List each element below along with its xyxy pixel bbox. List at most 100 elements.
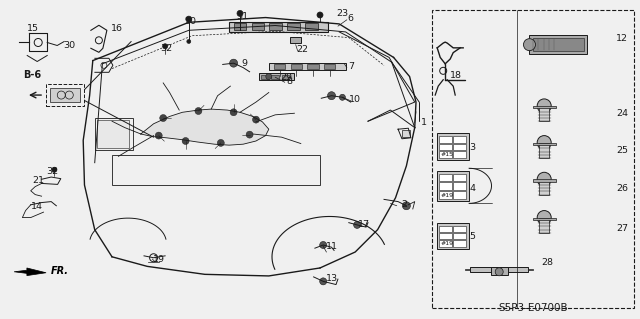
Text: 18: 18 bbox=[450, 71, 461, 80]
Text: 19: 19 bbox=[153, 256, 164, 264]
Bar bbox=[229, 22, 328, 32]
Text: 30: 30 bbox=[63, 41, 75, 50]
Circle shape bbox=[230, 109, 237, 116]
Circle shape bbox=[537, 211, 551, 225]
Text: 8: 8 bbox=[286, 77, 292, 86]
Bar bbox=[539, 143, 549, 158]
Bar bbox=[307, 64, 319, 69]
Bar bbox=[439, 182, 452, 190]
Text: 22: 22 bbox=[296, 45, 308, 54]
Text: 29: 29 bbox=[281, 73, 292, 82]
Bar bbox=[437, 171, 469, 201]
Bar bbox=[287, 23, 300, 30]
Bar bbox=[291, 64, 302, 69]
Bar bbox=[271, 75, 279, 79]
Bar bbox=[50, 88, 81, 102]
Bar bbox=[528, 269, 533, 270]
Bar bbox=[439, 144, 452, 150]
Text: 3: 3 bbox=[469, 143, 476, 152]
Bar bbox=[269, 63, 346, 70]
Text: 2: 2 bbox=[401, 200, 408, 209]
Bar bbox=[112, 155, 320, 185]
Bar bbox=[539, 107, 549, 121]
Text: #15: #15 bbox=[440, 152, 453, 157]
Circle shape bbox=[253, 116, 259, 123]
Bar bbox=[274, 64, 285, 69]
Circle shape bbox=[230, 59, 237, 67]
Bar bbox=[290, 37, 301, 43]
Text: 23: 23 bbox=[337, 9, 348, 18]
Text: 32: 32 bbox=[47, 167, 58, 176]
Text: 21: 21 bbox=[33, 176, 44, 185]
Circle shape bbox=[187, 40, 191, 43]
Polygon shape bbox=[14, 268, 46, 276]
Circle shape bbox=[246, 131, 253, 138]
Text: 13: 13 bbox=[326, 274, 337, 283]
Bar bbox=[97, 120, 129, 148]
Bar bbox=[439, 191, 452, 199]
Bar bbox=[305, 23, 318, 30]
Bar bbox=[465, 269, 470, 270]
Text: 26: 26 bbox=[616, 184, 628, 193]
Circle shape bbox=[537, 136, 551, 150]
Bar bbox=[453, 174, 466, 182]
Circle shape bbox=[160, 115, 166, 122]
Bar bbox=[453, 151, 466, 158]
Bar bbox=[439, 136, 452, 143]
Text: #19: #19 bbox=[440, 193, 453, 198]
Circle shape bbox=[182, 137, 189, 145]
Text: 27: 27 bbox=[616, 224, 628, 233]
Circle shape bbox=[537, 99, 551, 113]
Bar bbox=[234, 23, 246, 30]
Circle shape bbox=[266, 74, 272, 79]
Bar bbox=[437, 223, 469, 249]
Text: 15: 15 bbox=[28, 24, 39, 33]
Text: 12: 12 bbox=[616, 34, 628, 43]
Bar bbox=[439, 174, 452, 182]
Bar bbox=[432, 10, 634, 308]
Bar bbox=[453, 233, 466, 240]
Text: 5: 5 bbox=[469, 232, 476, 241]
Bar bbox=[282, 75, 289, 79]
Bar bbox=[529, 35, 587, 54]
Bar bbox=[439, 226, 452, 232]
Text: 25: 25 bbox=[616, 146, 628, 155]
Text: 11: 11 bbox=[326, 242, 337, 251]
Text: FR.: FR. bbox=[51, 265, 69, 276]
Bar bbox=[437, 133, 469, 160]
Circle shape bbox=[320, 278, 326, 285]
Circle shape bbox=[237, 11, 243, 16]
Circle shape bbox=[156, 132, 162, 139]
Bar bbox=[532, 143, 556, 145]
Circle shape bbox=[537, 172, 551, 186]
Bar bbox=[261, 75, 269, 79]
Bar bbox=[532, 218, 556, 220]
Circle shape bbox=[317, 12, 323, 18]
Text: 24: 24 bbox=[616, 109, 628, 118]
Bar bbox=[259, 73, 294, 80]
Text: 6: 6 bbox=[348, 14, 354, 23]
Bar bbox=[95, 118, 133, 150]
Bar bbox=[453, 136, 466, 143]
Bar bbox=[453, 191, 466, 199]
Circle shape bbox=[328, 92, 335, 100]
Text: B-6: B-6 bbox=[23, 70, 41, 80]
Bar bbox=[470, 267, 528, 272]
Bar bbox=[453, 182, 466, 190]
Bar bbox=[439, 241, 452, 247]
Text: 1: 1 bbox=[420, 118, 427, 127]
Circle shape bbox=[218, 139, 224, 146]
Bar bbox=[439, 151, 452, 158]
Text: 17: 17 bbox=[358, 220, 369, 229]
Text: 7: 7 bbox=[348, 62, 354, 71]
Bar bbox=[532, 106, 556, 108]
Text: 16: 16 bbox=[111, 24, 122, 33]
Circle shape bbox=[524, 39, 536, 51]
Bar bbox=[324, 64, 335, 69]
Bar bbox=[491, 267, 508, 275]
Circle shape bbox=[163, 44, 168, 49]
Bar bbox=[532, 38, 584, 51]
Bar bbox=[539, 180, 549, 195]
Circle shape bbox=[186, 16, 192, 22]
Text: S5P3-E0700B: S5P3-E0700B bbox=[499, 303, 568, 313]
